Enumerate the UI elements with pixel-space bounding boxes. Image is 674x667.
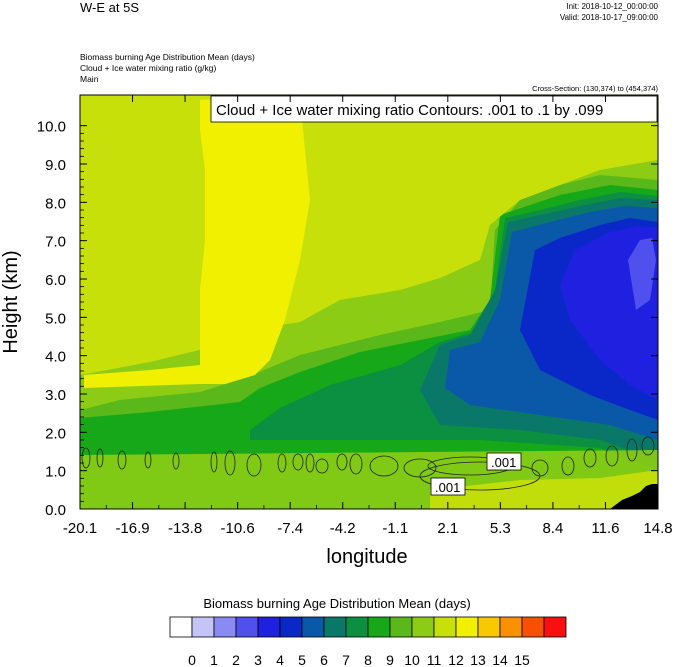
x-tick-label: 8.4 [542, 520, 563, 537]
x-tick-label: -20.1 [63, 520, 97, 537]
colorbar-swatch [433, 616, 457, 638]
colorbar-swatch [543, 616, 567, 638]
y-tick-label: 1.0 [45, 464, 66, 481]
valid-time: Valid: 2018-10-17_09:00:00 [559, 13, 658, 22]
contour-label-1: .001 [486, 452, 522, 471]
x-tick-label: -1.1 [382, 520, 408, 537]
colorbar-title: Biomass burning Age Distribution Mean (d… [203, 596, 471, 611]
colorbar-label: 13 [470, 652, 486, 667]
colorbar-label: 8 [364, 652, 372, 667]
colorbar-label: 3 [254, 652, 262, 667]
y-tick-label: 3.0 [45, 387, 66, 404]
colorbar-swatch [213, 616, 237, 638]
x-tick-label: -16.9 [115, 520, 149, 537]
y-tick-label: 7.0 [45, 234, 66, 251]
contour-info-box: Cloud + Ice water mixing ratio Contours:… [210, 95, 658, 123]
colorbar-label: 15 [514, 652, 530, 667]
cross-section-label: Cross-Section: (130,374) to (454,374) [532, 84, 658, 93]
colorbar-swatch [345, 616, 369, 638]
colorbar-label: 4 [276, 652, 284, 667]
cloud-contours [81, 436, 655, 491]
colorbar-label: 2 [232, 652, 240, 667]
x-tick-label: 2.1 [437, 520, 458, 537]
colorbar-swatch [323, 616, 347, 638]
x-tick-label: -10.6 [221, 520, 255, 537]
y-tick-label: 0.0 [45, 502, 66, 519]
colorbar-label: 7 [342, 652, 350, 667]
colorbar-label: 11 [427, 652, 442, 667]
colorbar-swatch [191, 616, 215, 638]
colorbar-label: 6 [320, 652, 328, 667]
colorbar-label: 10 [404, 652, 420, 667]
colorbar-swatch [367, 616, 391, 638]
colorbar-swatch [235, 616, 259, 638]
y-tick-label: 4.0 [45, 349, 66, 366]
contour-info-text: Cloud + Ice water mixing ratio Contours:… [216, 102, 603, 119]
x-tick-label: 5.3 [490, 520, 511, 537]
colorbar-swatch [499, 616, 523, 638]
field-label-main: Main [80, 74, 99, 84]
colorbar-label: 12 [448, 652, 464, 667]
svg-text:.001: .001 [435, 480, 460, 495]
y-axis: 0.0 1.0 2.0 3.0 4.0 5.0 6.0 7.0 8.0 9.0 10.0 [37, 119, 658, 519]
colorbar-swatch [257, 616, 281, 638]
contour-label-2: .001 [430, 477, 466, 496]
colorbar-labels: 0 1 2 3 4 5 6 7 8 9 10 11 12 13 14 15 [188, 652, 530, 667]
colorbar-swatch [389, 616, 413, 638]
y-tick-label: 9.0 [45, 157, 66, 174]
x-tick-label: -13.8 [168, 520, 202, 537]
plot-title: W-E at 5S [80, 0, 140, 15]
colorbar-swatch [301, 616, 325, 638]
colorbar-swatch [411, 616, 435, 638]
x-axis-label: longitude [326, 546, 407, 568]
x-axis: -20.1 -16.9 -13.8 -10.6 -7.4 -4.2 -1.1 2.1 5.3 8.… [63, 95, 673, 537]
init-time: Init: 2018-10-12_00:00:00 [566, 2, 658, 11]
colorbar-swatch [169, 616, 193, 638]
colorbar-label: 1 [210, 652, 218, 667]
y-tick-label: 2.0 [45, 425, 66, 442]
x-tick-label: 14.8 [643, 520, 672, 537]
colorbar-label: 0 [188, 652, 196, 667]
x-tick-label: -4.2 [330, 520, 356, 537]
colorbar-label: 14 [492, 652, 508, 667]
y-axis-label: Height (km) [0, 250, 22, 353]
colorbar-swatch [279, 616, 303, 638]
x-tick-label: -7.4 [277, 520, 303, 537]
colorbar-swatch [521, 616, 545, 638]
x-tick-label: 11.6 [591, 520, 619, 537]
y-tick-label: 6.0 [45, 272, 66, 289]
y-tick-label: 8.0 [45, 195, 66, 212]
y-tick-label: 10.0 [37, 119, 66, 136]
svg-text:.001: .001 [491, 455, 516, 470]
field-label-cloud: Cloud + Ice water mixing ratio (g/kg) [80, 63, 217, 73]
colorbar-label: 9 [386, 652, 394, 667]
y-tick-label: 5.0 [45, 310, 66, 327]
field-label-age: Biomass burning Age Distribution Mean (d… [80, 52, 255, 62]
colorbar-swatch [477, 616, 501, 638]
colorbar [169, 616, 567, 638]
age-heatmap [80, 95, 658, 509]
colorbar-swatch [455, 616, 479, 638]
colorbar-label: 5 [298, 652, 306, 667]
